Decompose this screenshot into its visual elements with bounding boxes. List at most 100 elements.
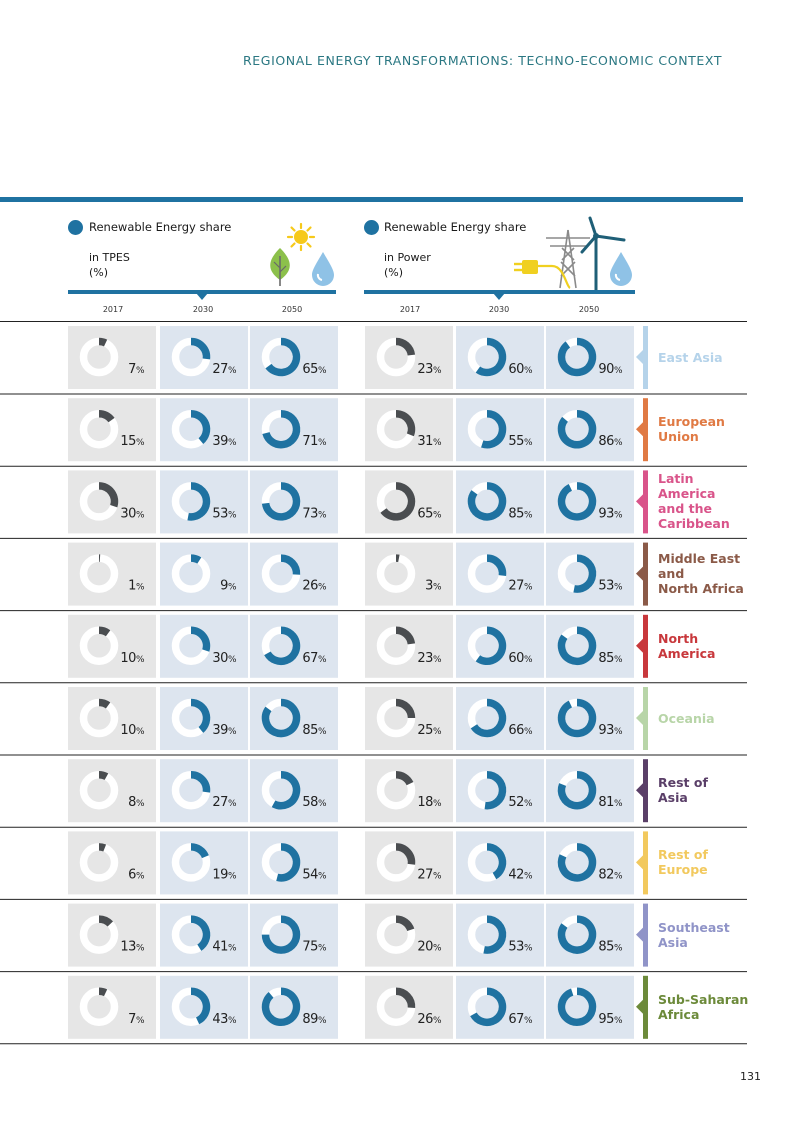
- region-color-bar: [643, 398, 648, 462]
- value-label: 95%: [598, 1012, 623, 1027]
- tpes-legend-subtitle: in TPES (%): [89, 251, 130, 279]
- donut-arc: [190, 626, 211, 652]
- value-label: 10%: [120, 651, 145, 666]
- running-title: REGIONAL ENERGY TRANSFORMATIONS: TECHNO-…: [243, 53, 723, 68]
- value-label: 52%: [508, 795, 533, 810]
- value-label: 93%: [598, 723, 623, 738]
- region-arrow: [636, 999, 643, 1014]
- value-label: 85%: [598, 651, 623, 666]
- donut-arc: [261, 987, 301, 1027]
- donut-arc: [190, 770, 211, 793]
- donut-arc: [98, 843, 107, 852]
- donut-arc: [98, 698, 111, 709]
- power-legend-subtitle: in Power (%): [384, 251, 431, 279]
- donut-arc: [475, 626, 507, 666]
- donut-arc: [98, 409, 115, 423]
- donut-arc: [557, 482, 597, 521]
- region-label: East Asia: [658, 349, 723, 365]
- value-label: 81%: [598, 795, 623, 810]
- region-arrow: [636, 350, 643, 364]
- leaf-icon: [270, 248, 290, 286]
- region-color-bar: [643, 542, 648, 606]
- donut-arc: [395, 409, 416, 437]
- top-rule: [0, 197, 743, 202]
- donut-arc: [98, 770, 109, 781]
- value-label: 41%: [212, 940, 237, 955]
- region-arrow: [636, 494, 643, 509]
- region-label: Rest of Asia: [658, 775, 708, 806]
- donut-arc: [557, 915, 597, 954]
- region-label: North America: [658, 630, 716, 661]
- value-label: 66%: [508, 723, 533, 738]
- value-label: 55%: [508, 434, 533, 449]
- region-color-bar: [643, 759, 648, 823]
- region-arrow: [636, 783, 643, 798]
- region-color-bar: [643, 687, 648, 750]
- value-label: 86%: [598, 434, 623, 449]
- donut-arc: [271, 770, 301, 810]
- donut-arc: [557, 987, 597, 1027]
- value-label: 39%: [212, 434, 237, 449]
- donut-arc: [557, 698, 597, 738]
- donut-arc: [395, 626, 416, 645]
- donut-arc: [190, 554, 202, 564]
- value-label: 89%: [302, 1012, 327, 1027]
- value-label: 23%: [417, 651, 442, 666]
- region-color-bar: [643, 614, 648, 678]
- value-label: 39%: [212, 723, 237, 738]
- region-label: Middle East and North Africa: [658, 551, 744, 597]
- value-label: 42%: [508, 867, 533, 882]
- region-label: Southeast Asia: [658, 919, 730, 950]
- donut-arc: [395, 843, 416, 865]
- value-label: 85%: [508, 506, 533, 521]
- value-label: 7%: [128, 1012, 145, 1027]
- value-label: 90%: [598, 362, 623, 377]
- value-label: 73%: [302, 506, 327, 521]
- value-label: 13%: [120, 940, 145, 955]
- donut-arc: [486, 843, 507, 880]
- donut-arc: [98, 482, 119, 508]
- donut-arc: [190, 915, 211, 951]
- tpes-year-2017: 2017: [102, 305, 124, 314]
- value-label: 75%: [302, 940, 327, 955]
- donut-arc: [557, 626, 597, 666]
- region-color-bar: [643, 903, 648, 967]
- donut-arc: [98, 337, 108, 347]
- value-label: 54%: [302, 867, 327, 882]
- donut-arc: [98, 987, 108, 997]
- value-label: 9%: [220, 579, 237, 594]
- donut-arc: [280, 554, 301, 575]
- region-label: Sub-Saharan Africa: [658, 991, 749, 1022]
- value-label: 93%: [598, 506, 623, 521]
- donut-arc: [261, 482, 301, 521]
- value-label: 53%: [508, 940, 533, 955]
- donut-arc: [470, 987, 507, 1027]
- region-arrow: [636, 927, 643, 942]
- power-timeline-notch: [493, 293, 505, 300]
- donut-arc: [190, 698, 211, 733]
- donut-arc: [484, 770, 507, 810]
- value-label: 53%: [598, 579, 623, 594]
- value-label: 67%: [508, 1012, 533, 1027]
- donut-arc: [395, 770, 414, 786]
- value-label: 30%: [212, 651, 237, 666]
- value-label: 26%: [417, 1012, 442, 1027]
- value-label: 82%: [598, 867, 623, 882]
- power-timeline: [364, 290, 635, 294]
- value-label: 19%: [212, 867, 237, 882]
- donut-arc: [265, 337, 301, 377]
- donut-arc: [261, 698, 301, 738]
- water-drop-icon: [312, 252, 334, 286]
- donut-arc: [557, 337, 597, 377]
- donut-arc: [276, 843, 301, 882]
- region-color-bar: [643, 470, 648, 534]
- donut-arc: [470, 698, 507, 738]
- donut-arc: [481, 409, 507, 449]
- tpes-timeline-notch: [196, 293, 208, 300]
- value-label: 30%: [120, 506, 145, 521]
- value-label: 31%: [417, 434, 442, 449]
- region-label: Oceania: [658, 710, 715, 726]
- value-label: 10%: [120, 723, 145, 738]
- donut-arc: [486, 554, 507, 577]
- plug-icon: [514, 260, 571, 289]
